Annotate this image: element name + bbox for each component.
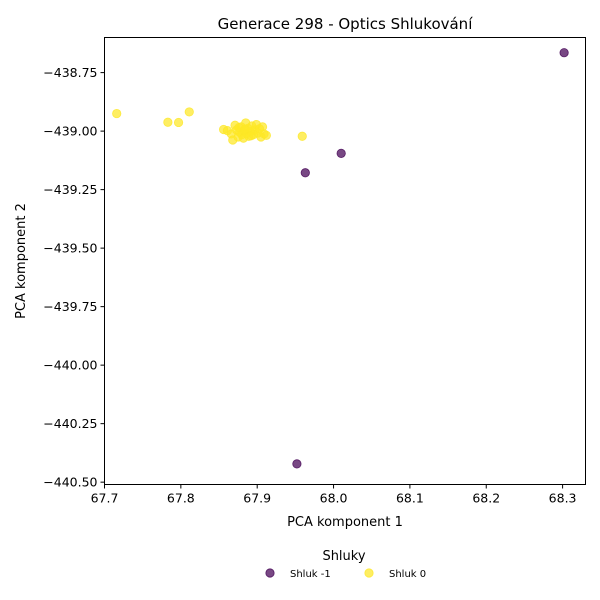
x-axis-ticks: 67.7 67.8 67.9 68.0 68.1 68.2 68.3 — [91, 484, 577, 506]
legend-items: Shluk -1 Shluk 0 — [265, 568, 426, 580]
legend-marker — [265, 568, 275, 578]
x-tick-label: 68.1 — [396, 491, 424, 506]
legend-label: Shluk -1 — [290, 569, 331, 580]
y-tick-label: −440.25 — [43, 416, 97, 431]
y-tick-label: −439.25 — [43, 182, 97, 197]
data-point-series-0 — [559, 48, 569, 58]
y-tick-label: −439.75 — [43, 299, 97, 314]
data-point-series-1 — [163, 117, 173, 127]
data-point-series-1 — [112, 108, 122, 119]
x-tick-label: 68.3 — [549, 491, 577, 506]
plot-area-frame — [104, 37, 586, 485]
x-tick-label: 67.8 — [167, 491, 195, 506]
legend-title: Shluky — [322, 549, 365, 564]
y-axis-ticks: −438.75 −439.00 −439.25 −439.50 −439.75 −440.… — [43, 65, 105, 490]
data-point-series-1 — [246, 131, 256, 141]
scatter-points — [112, 48, 569, 469]
x-tick-label: 68.2 — [472, 491, 500, 506]
data-point-series-0 — [292, 459, 302, 469]
x-axis-label: PCA komponent 1 — [287, 515, 403, 530]
legend-marker — [364, 568, 374, 578]
data-point-series-1 — [297, 131, 307, 141]
data-point-series-0 — [300, 168, 310, 178]
y-tick-label: −439.00 — [43, 124, 97, 139]
y-tick-label: −440.50 — [43, 475, 97, 490]
data-point-series-0 — [336, 148, 346, 158]
x-tick-label: 68.0 — [320, 491, 348, 506]
legend: Shluky Shluk -1 Shluk 0 — [265, 549, 426, 580]
data-point-series-1 — [240, 124, 250, 134]
data-point-series-1 — [261, 130, 271, 140]
y-tick-label: −439.50 — [43, 241, 97, 256]
data-point-series-1 — [184, 107, 194, 117]
y-tick-label: −438.75 — [43, 65, 97, 80]
legend-label: Shluk 0 — [389, 569, 426, 580]
y-axis-label: PCA komponent 2 — [14, 203, 29, 319]
chart-title: Generace 298 - Optics Shlukování — [218, 15, 474, 33]
x-tick-label: 67.7 — [91, 491, 119, 506]
x-tick-label: 67.9 — [243, 491, 271, 506]
y-tick-label: −440.00 — [43, 358, 97, 373]
data-point-series-1 — [173, 117, 184, 128]
